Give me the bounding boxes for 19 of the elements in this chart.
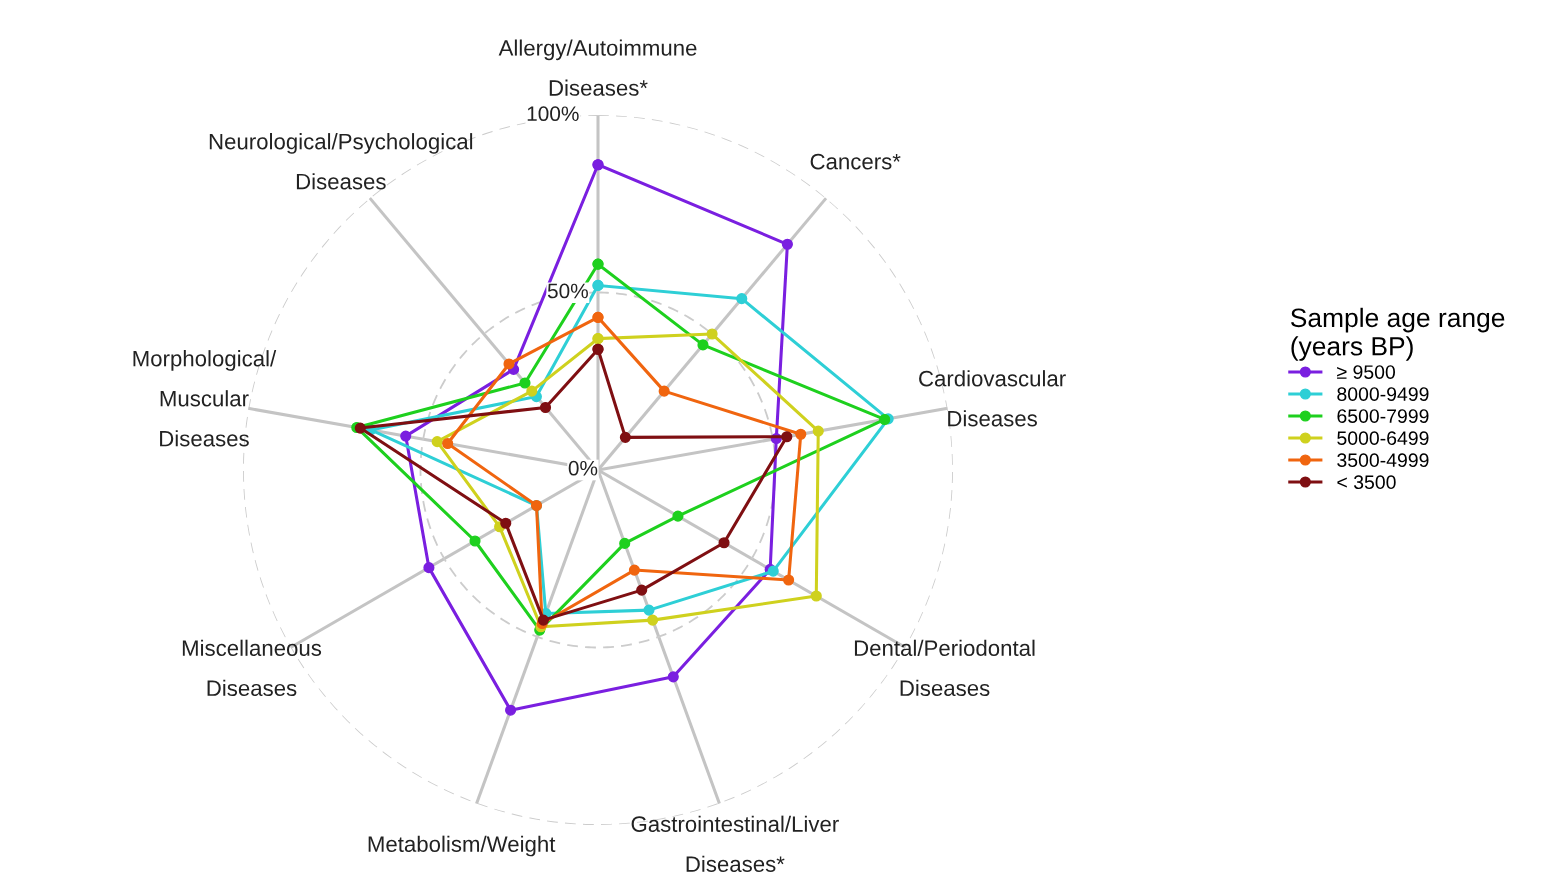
spoke-label: Neurological/Psychological Diseases [209, 133, 473, 190]
y-tick-label: 50% [547, 283, 588, 299]
spoke-label: Cardiovascular Diseases [919, 370, 1066, 427]
spoke-label: Gastrointestinal/Liver Diseases* [631, 815, 839, 872]
legend-label: ≥ 9500 [1337, 365, 1396, 379]
legend-label: 3500-4999 [1337, 453, 1429, 468]
spoke-label: Miscellaneous Diseases [182, 639, 322, 697]
legend-label: 8000-9499 [1337, 387, 1429, 401]
legend-label: 6500-7999 [1337, 409, 1429, 423]
spoke-label: Allergy/Autoimmune Diseases* [498, 39, 697, 96]
legend-title: Sample age range (years BP) [1290, 307, 1505, 361]
y-tick-label: 100% [527, 106, 579, 122]
legend-label: 5000-6499 [1337, 431, 1429, 446]
legend-label: < 3500 [1337, 475, 1396, 490]
spoke-label: Cancers* [810, 153, 901, 170]
spoke-label: Morphological/ Muscular Diseases [133, 350, 277, 447]
y-tick-label: 0% [568, 460, 598, 476]
spoke-label: Dental/Periodontal Diseases [854, 639, 1035, 697]
spoke-label: Metabolism/Weight [368, 835, 556, 857]
